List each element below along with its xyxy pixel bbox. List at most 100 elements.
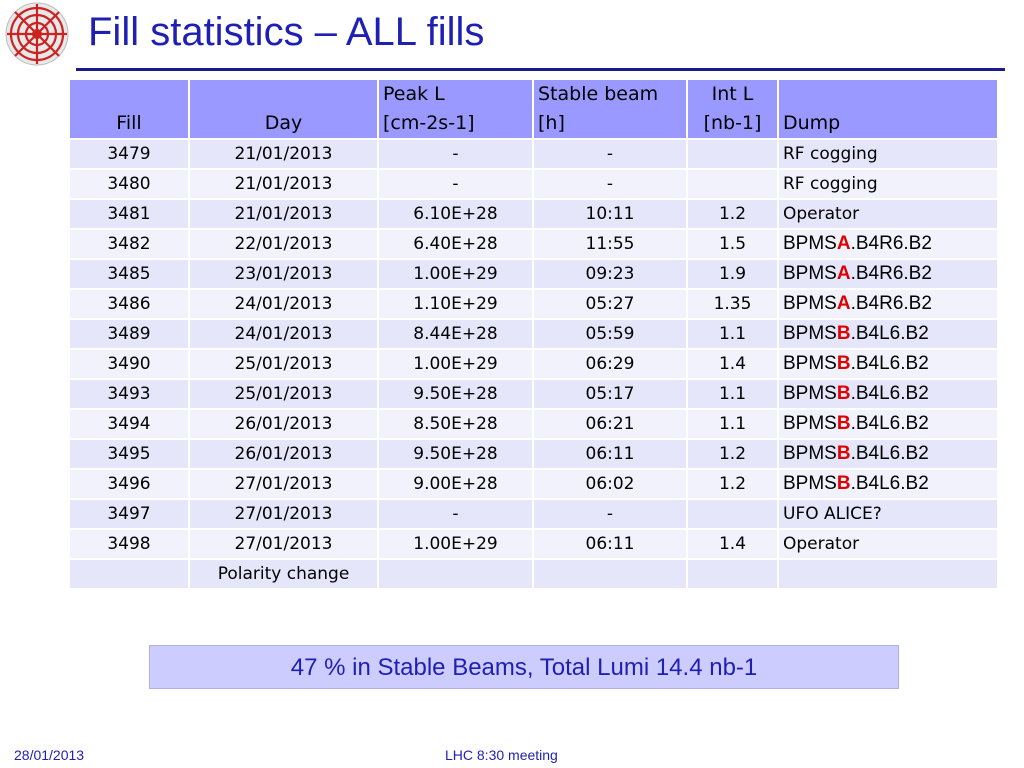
- table-row: 3496 27/01/2013 9.00E+28 06:02 1.2 BPMSB.B4L6…: [68, 468, 999, 500]
- cell-int-l: [686, 558, 779, 590]
- dump-bpms-prefix: BPMS: [783, 413, 837, 434]
- header-peak-l-line2: [cm-2s-1]: [383, 112, 475, 134]
- dump-bpms-label: BPMSA.B4R6.B2: [783, 233, 932, 254]
- lhc-logo: [5, 2, 69, 66]
- header-int-l: Int L [nb-1]: [686, 78, 779, 140]
- dump-bpms-suffix: .B4R6.B2: [850, 263, 932, 284]
- cell-day: 27/01/2013: [188, 498, 379, 530]
- header-stable-beam-line2: [h]: [538, 112, 565, 134]
- dump-bpms-prefix: BPMS: [783, 443, 837, 464]
- header-peak-l: Peak L [cm-2s-1]: [377, 78, 534, 140]
- cell-int-l: 1.4: [686, 348, 779, 380]
- cell-peak-l: -: [377, 168, 534, 200]
- cell-int-l: 1.2: [686, 468, 779, 500]
- dump-bpms-suffix: .B4R6.B2: [850, 233, 932, 254]
- cell-fill: 3497: [68, 498, 190, 530]
- dump-bpms-highlight: B: [836, 413, 851, 434]
- cell-dump: Operator: [777, 198, 999, 230]
- dump-bpms-highlight: B: [836, 383, 851, 404]
- dump-bpms-highlight: A: [836, 233, 851, 254]
- dump-bpms-prefix: BPMS: [783, 353, 837, 374]
- cell-fill: 3481: [68, 198, 190, 230]
- cell-day: Polarity change: [188, 558, 379, 590]
- cell-int-l: 1.4: [686, 528, 779, 560]
- cell-int-l: 1.35: [686, 288, 779, 320]
- header-peak-l-line1: Peak L: [383, 83, 445, 105]
- cell-dump: RF cogging: [777, 138, 999, 170]
- cell-day: 21/01/2013: [188, 198, 379, 230]
- cell-peak-l: 1.00E+29: [377, 348, 534, 380]
- cell-day: 24/01/2013: [188, 318, 379, 350]
- cell-int-l: 1.1: [686, 318, 779, 350]
- table-row: 3498 27/01/2013 1.00E+29 06:11 1.4 Operator: [68, 528, 999, 560]
- dump-bpms-prefix: BPMS: [783, 233, 837, 254]
- cell-fill: 3482: [68, 228, 190, 260]
- table-row: 3493 25/01/2013 9.50E+28 05:17 1.1 BPMSB.B4L6…: [68, 378, 999, 410]
- cell-stable-beam: 10:11: [532, 198, 688, 230]
- dump-bpms-prefix: BPMS: [783, 473, 837, 494]
- header-fill: Fill: [68, 78, 190, 140]
- cell-peak-l: 1.00E+29: [377, 528, 534, 560]
- cell-stable-beam: 05:27: [532, 288, 688, 320]
- cell-dump: BPMSB.B4L6.B2: [777, 318, 999, 350]
- table-row: 3480 21/01/2013- - RF cogging: [68, 168, 999, 200]
- cell-peak-l: -: [377, 498, 534, 530]
- dump-bpms-highlight: A: [836, 293, 851, 314]
- cell-dump: BPMSB.B4L6.B2: [777, 378, 999, 410]
- table-header-row: Fill Day Peak L [cm-2s-1] Stable beam [h…: [68, 78, 999, 140]
- table-body: 3479 21/01/2013- - RF cogging 3480 21/01/2013…: [68, 138, 999, 590]
- cell-fill: [68, 558, 190, 590]
- cell-fill: 3498: [68, 528, 190, 560]
- dump-bpms-highlight: B: [836, 473, 851, 494]
- dump-bpms-suffix: .B4L6.B2: [850, 473, 929, 494]
- dump-bpms-label: BPMSB.B4L6.B2: [783, 413, 929, 434]
- dump-bpms-highlight: B: [836, 323, 851, 344]
- cell-day: 24/01/2013: [188, 288, 379, 320]
- dump-bpms-suffix: .B4L6.B2: [850, 353, 929, 374]
- cell-fill: 3493: [68, 378, 190, 410]
- cell-day: 21/01/2013: [188, 168, 379, 200]
- dump-bpms-prefix: BPMS: [783, 323, 837, 344]
- footer-date: 28/01/2013: [14, 747, 85, 763]
- header-dump: Dump: [777, 78, 999, 140]
- cell-peak-l: 9.00E+28: [377, 468, 534, 500]
- dump-bpms-suffix: .B4L6.B2: [850, 443, 929, 464]
- header-int-l-line2: [nb-1]: [703, 112, 762, 134]
- footer-meeting: LHC 8:30 meeting: [445, 747, 558, 763]
- cell-day: 25/01/2013: [188, 348, 379, 380]
- cell-dump: BPMSB.B4L6.B2: [777, 438, 999, 470]
- table-row: 3486 24/01/2013 1.10E+29 05:27 1.35 BPMSA.B4R…: [68, 288, 999, 320]
- dump-bpms-prefix: BPMS: [783, 263, 837, 284]
- cell-peak-l: 9.50E+28: [377, 438, 534, 470]
- cell-dump: RF cogging: [777, 168, 999, 200]
- summary-box: 47 % in Stable Beams, Total Lumi 14.4 nb…: [149, 645, 899, 689]
- cell-stable-beam: -: [532, 138, 688, 170]
- cell-dump: UFO ALICE?: [777, 498, 999, 530]
- cell-peak-l: 6.10E+28: [377, 198, 534, 230]
- cell-peak-l: [377, 558, 534, 590]
- cell-peak-l: 1.10E+29: [377, 288, 534, 320]
- cell-fill: 3490: [68, 348, 190, 380]
- dump-bpms-label: BPMSA.B4R6.B2: [783, 293, 932, 314]
- table-row: 3490 25/01/2013 1.00E+29 06:29 1.4 BPMSB.B4L6…: [68, 348, 999, 380]
- table-row: 3482 22/01/2013 6.40E+28 11:55 1.5 BPMSA.B4R6…: [68, 228, 999, 260]
- dump-bpms-highlight: A: [836, 263, 851, 284]
- cell-stable-beam: [532, 558, 688, 590]
- cell-stable-beam: -: [532, 498, 688, 530]
- cell-dump: BPMSA.B4R6.B2: [777, 288, 999, 320]
- dump-bpms-suffix: .B4R6.B2: [850, 293, 932, 314]
- dump-bpms-label: BPMSB.B4L6.B2: [783, 473, 929, 494]
- cell-fill: 3496: [68, 468, 190, 500]
- cell-day: 25/01/2013: [188, 378, 379, 410]
- dump-bpms-prefix: BPMS: [783, 293, 837, 314]
- dump-bpms-prefix: BPMS: [783, 383, 837, 404]
- slide-title: Fill statistics – ALL fills: [88, 10, 485, 54]
- table-row: 3485 23/01/2013 1.00E+29 09:23 1.9 BPMSA.B4R6…: [68, 258, 999, 290]
- cell-fill: 3485: [68, 258, 190, 290]
- table-row: 3479 21/01/2013- - RF cogging: [68, 138, 999, 170]
- cell-day: 27/01/2013: [188, 468, 379, 500]
- cell-dump: BPMSA.B4R6.B2: [777, 228, 999, 260]
- cell-dump: BPMSB.B4L6.B2: [777, 468, 999, 500]
- table-row: 3489 24/01/2013 8.44E+28 05:59 1.1 BPMSB.B4L6…: [68, 318, 999, 350]
- cell-stable-beam: 06:29: [532, 348, 688, 380]
